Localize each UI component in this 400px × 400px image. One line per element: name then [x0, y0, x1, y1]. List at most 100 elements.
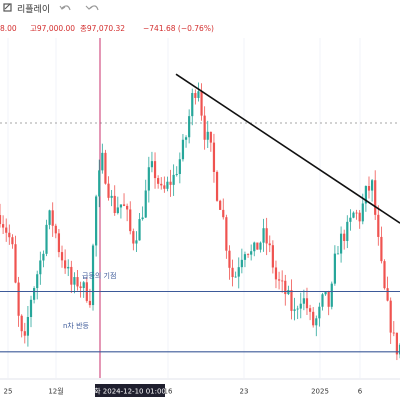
undo-arrow-icon[interactable] [59, 5, 71, 11]
replay-icon-frame [3, 3, 12, 12]
candle-body [79, 286, 82, 289]
resistance-trendline[interactable] [175, 73, 400, 224]
candle-body [36, 274, 39, 289]
candle-body [290, 290, 293, 311]
candle-body [188, 116, 191, 138]
candle-body [70, 266, 73, 285]
candle-body [287, 290, 290, 295]
candle-body [333, 253, 336, 284]
candle-body [144, 190, 147, 218]
candle-body [191, 93, 194, 117]
candle-body [243, 254, 247, 260]
candle-body [113, 195, 116, 214]
candle-body [312, 311, 315, 326]
candle-body [184, 137, 188, 140]
candle-body [389, 300, 392, 333]
candle-body [361, 203, 364, 222]
candle-body [370, 180, 374, 191]
candle-body [330, 283, 333, 307]
candle-body [212, 142, 216, 172]
replay-icon[interactable] [3, 3, 12, 12]
crosshair-time-label: 화 2024-12-10 01:00 [94, 388, 166, 396]
candle-body [383, 261, 386, 289]
candle-body [157, 178, 160, 184]
candle-body [228, 250, 231, 268]
candle-body [318, 306, 321, 319]
candle-body [2, 224, 5, 228]
candle-body [67, 266, 70, 269]
candle-body [225, 217, 228, 251]
time-axis: 25 12월 16 23 2025 6 [4, 387, 363, 396]
candle-body [23, 331, 26, 336]
candle-body [126, 205, 129, 210]
candle-body [386, 288, 389, 301]
candle-body [349, 217, 352, 222]
toolbar: 리플레이 [0, 0, 400, 18]
candle-body [33, 288, 36, 300]
candle-body [256, 242, 259, 250]
time-tick-label: 23 [240, 388, 249, 396]
redo-arrow-head [85, 5, 93, 10]
candle-body [237, 267, 240, 277]
candle-body [0, 215, 2, 225]
candle-body [181, 139, 185, 160]
candle-body [73, 277, 76, 285]
candle-body [39, 260, 42, 275]
candle-body [57, 233, 61, 253]
replay-label[interactable]: 리플레이 [17, 4, 50, 15]
candle-body [122, 204, 126, 206]
undo-arrow-curve [61, 5, 71, 11]
candle-body [234, 276, 237, 278]
candle-body [150, 161, 154, 168]
ohlc-open: 8.00 [0, 24, 17, 33]
candle-body [169, 181, 172, 185]
candle-body [321, 294, 324, 307]
candle-body [147, 167, 150, 191]
levels-layer [0, 290, 400, 353]
candle-body [119, 204, 123, 208]
candle-body [346, 221, 349, 241]
candle-body [82, 282, 85, 289]
candle-body [395, 332, 398, 355]
candle-body [135, 240, 138, 244]
replay-icon-slash [4, 3, 11, 10]
redo-arrow-icon[interactable] [85, 5, 99, 11]
ohlc-high: 고97,000.00 [30, 24, 75, 33]
candle-body [138, 219, 141, 241]
candle-body [324, 291, 327, 295]
candle-body [110, 195, 113, 198]
candle-body [160, 183, 163, 186]
candle-body [48, 210, 51, 225]
candle-body [54, 225, 57, 234]
candle-body [11, 237, 14, 245]
candle-body [380, 236, 383, 262]
candle-body [250, 251, 253, 255]
ohlc-change: −741.68 (−0.76%) [143, 24, 214, 33]
candle-body [95, 196, 98, 246]
candle-body [219, 200, 222, 210]
candle-body [308, 308, 312, 312]
candle-body [14, 244, 17, 283]
candle-body [281, 280, 284, 282]
upper-level-label: 급등의 기점 [82, 271, 116, 280]
candle-body [153, 161, 157, 179]
candle-body [26, 316, 30, 336]
candle-body [172, 174, 175, 185]
candle-body [315, 318, 318, 326]
candle-body [42, 253, 45, 261]
candle-body [374, 180, 377, 215]
candle-body [8, 232, 11, 238]
gridlines [7, 38, 361, 378]
candle-body [277, 279, 281, 281]
candle-body [20, 315, 23, 332]
candle-body [175, 173, 178, 175]
candle-body [200, 91, 203, 116]
candle-body [166, 181, 169, 189]
crosshair-time-badge [95, 384, 165, 397]
candle-body [163, 185, 166, 189]
candle-body [141, 217, 144, 220]
candle-body [268, 243, 271, 246]
candle-body [327, 291, 330, 307]
